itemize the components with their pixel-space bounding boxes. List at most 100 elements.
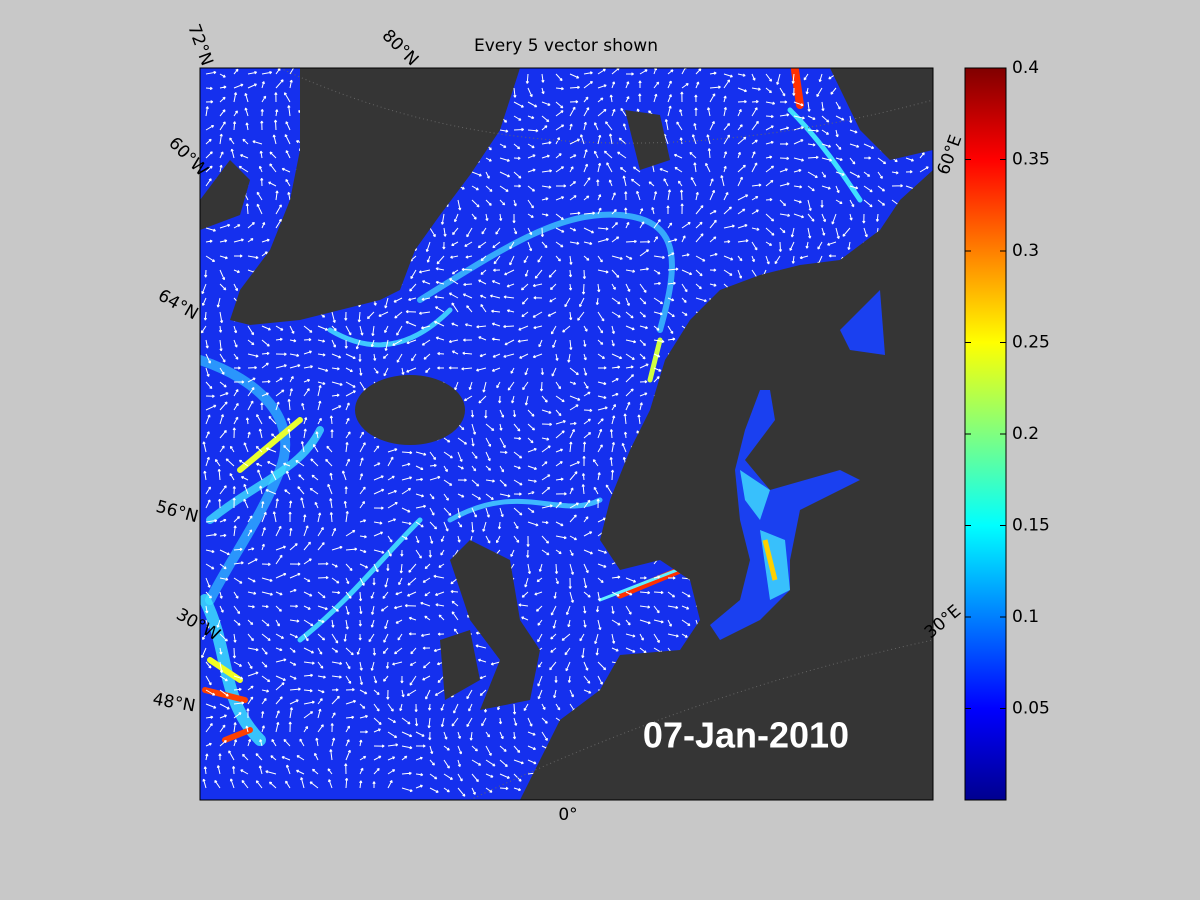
vector-arrow (555, 124, 565, 131)
vector-arrow (707, 107, 711, 117)
vector-arrow (345, 563, 353, 572)
vector-arrow (424, 563, 431, 570)
vector-arrow (541, 520, 549, 525)
vector-arrow (429, 521, 438, 530)
vector-arrow (581, 473, 586, 481)
vector-arrow (625, 96, 630, 103)
vector-arrow (478, 336, 487, 341)
vector-arrow (611, 441, 616, 453)
vector-arrow (343, 500, 347, 509)
vector-arrow (637, 414, 641, 425)
vector-arrow (765, 101, 776, 105)
vector-arrow (219, 85, 227, 89)
vector-arrow (751, 120, 759, 131)
vector-arrow (527, 717, 533, 727)
vector-arrow (261, 725, 265, 733)
vector-arrow (345, 688, 355, 692)
vector-arrow (218, 753, 222, 761)
vector-arrow (420, 633, 431, 637)
vector-arrow (513, 171, 522, 179)
vector-arrow (261, 689, 270, 693)
vector-arrow (471, 745, 478, 752)
vector-arrow (275, 675, 286, 681)
vector-arrow (202, 778, 207, 789)
vector-arrow (359, 431, 364, 439)
vector-arrow (597, 339, 604, 345)
vector-arrow (541, 115, 550, 123)
vector-arrow (524, 395, 529, 406)
vector-arrow (541, 445, 551, 453)
vector-arrow (605, 484, 613, 495)
vector-arrow (638, 80, 642, 89)
vector-arrow (521, 591, 529, 598)
vector-arrow (261, 698, 267, 705)
vector-arrow (443, 787, 450, 793)
vector-arrow (799, 255, 809, 260)
vector-arrow (723, 224, 735, 229)
vector-arrow (233, 325, 238, 334)
vector-arrow (233, 633, 237, 643)
vector-arrow (317, 353, 326, 357)
vector-arrow (564, 647, 571, 656)
vector-arrow (457, 535, 461, 543)
vector-arrow (709, 178, 714, 187)
vector-arrow (233, 739, 238, 747)
vector-arrow (415, 731, 425, 737)
vector-arrow (219, 518, 227, 523)
vector-arrow (219, 675, 228, 682)
vector-arrow (499, 465, 505, 473)
vector-arrow (418, 311, 431, 315)
vector-arrow (205, 715, 214, 719)
vector-arrow (821, 101, 825, 112)
vector-arrow (583, 619, 587, 628)
vector-arrow (611, 591, 620, 597)
vector-arrow (625, 72, 634, 76)
vector-arrow (499, 157, 510, 162)
vector-arrow (401, 462, 411, 467)
vector-arrow (723, 79, 731, 89)
vector-arrow (503, 353, 515, 358)
vector-arrow (681, 221, 691, 229)
vector-arrow (219, 401, 228, 411)
vector-arrow (485, 199, 492, 206)
vector-arrow (639, 339, 646, 347)
vector-arrow (541, 437, 550, 441)
vector-arrow (555, 73, 563, 82)
vector-arrow (471, 787, 476, 795)
vector-arrow (471, 171, 482, 177)
vector-arrow (257, 469, 263, 481)
vector-arrow (569, 85, 580, 90)
vector-arrow (463, 338, 473, 342)
vector-arrow (359, 730, 368, 734)
vector-arrow (533, 296, 543, 300)
vector-arrow (681, 83, 689, 89)
vector-arrow (793, 101, 804, 107)
vector-arrow (821, 185, 831, 190)
vector-arrow (451, 611, 459, 621)
vector-arrow (205, 703, 217, 709)
vector-arrow (317, 619, 325, 623)
vector-arrow (205, 178, 212, 187)
vector-arrow (639, 591, 651, 595)
vector-arrow (359, 501, 366, 509)
vector-arrow (577, 311, 585, 321)
vector-arrow (387, 518, 397, 523)
vector-arrow (520, 283, 529, 291)
vector-arrow (537, 689, 543, 700)
vector-arrow (233, 269, 240, 274)
vector-arrow (527, 115, 535, 120)
vector-arrow (527, 185, 535, 192)
vector-arrow (569, 138, 580, 145)
vector-arrow (387, 549, 392, 557)
vector-arrow (480, 304, 487, 313)
vector-arrow (358, 633, 362, 641)
vector-arrow (537, 255, 543, 263)
vector-arrow (275, 79, 284, 89)
vector-arrow (583, 339, 587, 347)
vector-arrow (443, 227, 447, 237)
vector-arrow (233, 224, 241, 229)
vector-arrow (355, 339, 361, 350)
vector-arrow (465, 255, 473, 259)
vector-arrow (205, 165, 213, 173)
vector-arrow (863, 156, 872, 160)
